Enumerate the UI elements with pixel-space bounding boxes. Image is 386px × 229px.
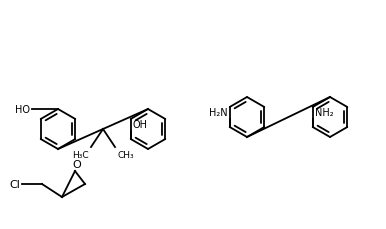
Text: H₂N: H₂N	[209, 108, 228, 117]
Text: HO: HO	[15, 105, 30, 114]
Text: CH₃: CH₃	[118, 150, 135, 159]
Text: O: O	[73, 159, 81, 169]
Text: H₃C: H₃C	[72, 150, 89, 159]
Text: Cl: Cl	[9, 179, 20, 189]
Text: OH: OH	[133, 120, 148, 129]
Text: NH₂: NH₂	[315, 108, 333, 117]
